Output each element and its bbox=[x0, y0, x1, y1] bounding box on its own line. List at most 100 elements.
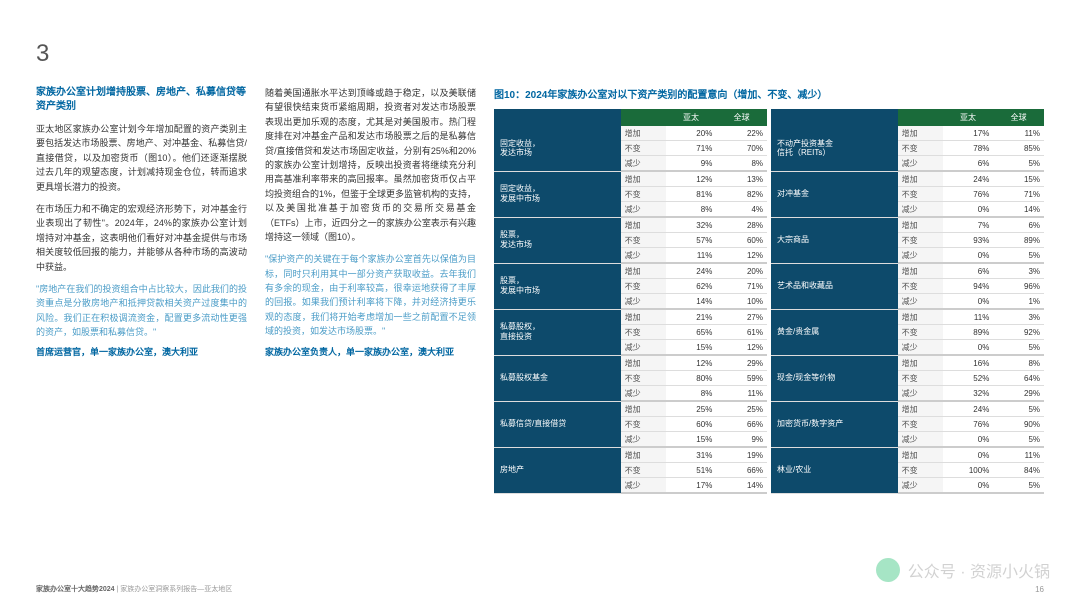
table-metric-label: 增加 bbox=[621, 355, 666, 371]
table-category: 私募股权基金 bbox=[494, 355, 621, 401]
table-value: 9% bbox=[716, 432, 767, 448]
table-metric-label: 不变 bbox=[898, 233, 943, 248]
table-metric-label: 不变 bbox=[621, 233, 666, 248]
table-value: 64% bbox=[993, 371, 1044, 386]
table-metric-label: 增加 bbox=[898, 401, 943, 417]
table-value: 28% bbox=[716, 217, 767, 233]
table-value: 1% bbox=[993, 294, 1044, 310]
table-metric-label: 减少 bbox=[898, 386, 943, 402]
table-value: 100% bbox=[943, 463, 994, 478]
table-value: 25% bbox=[716, 401, 767, 417]
table-value: 66% bbox=[716, 417, 767, 432]
watermark: 公众号 · 资源小火锅 bbox=[876, 558, 1050, 582]
table-header-blank2 bbox=[621, 109, 666, 126]
table-category: 大宗商品 bbox=[771, 217, 898, 263]
table-metric-label: 减少 bbox=[621, 386, 666, 402]
table-category: 固定收益，发达市场 bbox=[494, 126, 621, 171]
table-value: 90% bbox=[993, 417, 1044, 432]
column-2: 随着美国通胀水平达到顶峰或趋于稳定，以及美联储有望很快结束货币紧缩周期，投资者对… bbox=[265, 86, 476, 494]
table-header-apac: 亚太 bbox=[943, 109, 994, 126]
table-category: 私募股权，直接投资 bbox=[494, 309, 621, 355]
figure-title: 图10：2024年家族办公室对以下资产类别的配置意向（增加、不变、减少） bbox=[494, 86, 1044, 101]
table-value: 6% bbox=[943, 156, 994, 172]
footer: 家族办公室十大趋势2024 | 家族办公室洞察系列报告—亚太地区 bbox=[36, 584, 232, 594]
table-value: 66% bbox=[716, 463, 767, 478]
table-value: 71% bbox=[666, 141, 717, 156]
footer-bold: 家族办公室十大趋势2024 bbox=[36, 586, 115, 593]
column-1: 家族办公室计划增持股票、房地产、私募信贷等资产类别 亚太地区家族办公室计划今年增… bbox=[36, 86, 247, 494]
table-metric-label: 增加 bbox=[621, 217, 666, 233]
table-value: 17% bbox=[666, 478, 717, 494]
table-metric-label: 减少 bbox=[898, 340, 943, 356]
table-category: 不动产投资基金信托（REITs） bbox=[771, 126, 898, 171]
table-value: 59% bbox=[716, 371, 767, 386]
table-value: 94% bbox=[943, 279, 994, 294]
table-value: 5% bbox=[993, 248, 1044, 264]
table-category: 私募信贷/直接借贷 bbox=[494, 401, 621, 447]
table-value: 71% bbox=[993, 187, 1044, 202]
table-metric-label: 减少 bbox=[898, 294, 943, 310]
table-metric-label: 减少 bbox=[621, 478, 666, 494]
table-metric-label: 增加 bbox=[898, 217, 943, 233]
table-value: 93% bbox=[943, 233, 994, 248]
table-metric-label: 增加 bbox=[898, 309, 943, 325]
table-value: 0% bbox=[943, 432, 994, 448]
table-value: 25% bbox=[666, 401, 717, 417]
table-value: 57% bbox=[666, 233, 717, 248]
table-category: 对冲基金 bbox=[771, 171, 898, 217]
table-header-global: 全球 bbox=[716, 109, 767, 126]
table-metric-label: 减少 bbox=[621, 294, 666, 310]
pull-quote: "保护资产的关键在于每个家族办公室首先以保值为目标，同时只利用其中一部分资产获取… bbox=[265, 252, 476, 338]
page: 3 家族办公室计划增持股票、房地产、私募信贷等资产类别 亚太地区家族办公室计划今… bbox=[0, 0, 1080, 608]
table-metric-label: 增加 bbox=[898, 355, 943, 371]
table-value: 12% bbox=[666, 171, 717, 187]
table-metric-label: 减少 bbox=[621, 156, 666, 172]
pull-quote: "房地产在我们的投资组合中占比较大，因此我们的投资重点是分散房地产和抵押贷款相关… bbox=[36, 282, 247, 340]
table-metric-label: 增加 bbox=[621, 401, 666, 417]
table-metric-label: 减少 bbox=[898, 202, 943, 218]
page-number-bottom: 16 bbox=[1035, 585, 1044, 594]
table-header-blank2 bbox=[898, 109, 943, 126]
paragraph: 在市场压力和不确定的宏观经济形势下，对冲基金行业表现出了韧性"。2024年，24… bbox=[36, 202, 247, 274]
table-value: 13% bbox=[716, 171, 767, 187]
table-value: 89% bbox=[943, 325, 994, 340]
table-metric-label: 增加 bbox=[621, 171, 666, 187]
table-value: 6% bbox=[943, 263, 994, 279]
table-value: 11% bbox=[993, 126, 1044, 141]
table-value: 9% bbox=[666, 156, 717, 172]
table-value: 51% bbox=[666, 463, 717, 478]
table-value: 82% bbox=[716, 187, 767, 202]
table-value: 5% bbox=[993, 156, 1044, 172]
quote-author: 家族办公室负责人，单一家族办公室，澳大利亚 bbox=[265, 345, 476, 359]
table-value: 84% bbox=[993, 463, 1044, 478]
table-value: 70% bbox=[716, 141, 767, 156]
table-metric-label: 不变 bbox=[898, 187, 943, 202]
table-value: 12% bbox=[666, 355, 717, 371]
table-value: 81% bbox=[666, 187, 717, 202]
table-value: 7% bbox=[943, 217, 994, 233]
table-value: 6% bbox=[993, 217, 1044, 233]
table-metric-label: 减少 bbox=[898, 432, 943, 448]
content-row: 家族办公室计划增持股票、房地产、私募信贷等资产类别 亚太地区家族办公室计划今年增… bbox=[36, 86, 1044, 494]
table-value: 17% bbox=[943, 126, 994, 141]
table-category: 固定收益，发展中市场 bbox=[494, 171, 621, 217]
table-value: 4% bbox=[716, 202, 767, 218]
table-value: 14% bbox=[993, 202, 1044, 218]
table-value: 15% bbox=[666, 432, 717, 448]
table-value: 0% bbox=[943, 478, 994, 494]
table-category: 股票，发达市场 bbox=[494, 217, 621, 263]
table-value: 29% bbox=[993, 386, 1044, 402]
table-value: 5% bbox=[993, 340, 1044, 356]
table-value: 52% bbox=[943, 371, 994, 386]
table-metric-label: 不变 bbox=[621, 325, 666, 340]
table-value: 0% bbox=[943, 447, 994, 463]
table-metric-label: 增加 bbox=[621, 263, 666, 279]
page-number: 3 bbox=[36, 40, 1044, 68]
table-value: 10% bbox=[716, 294, 767, 310]
paragraph: 亚太地区家族办公室计划今年增加配置的资产类别主要包括发达市场股票、房地产、对冲基… bbox=[36, 122, 247, 194]
table-value: 89% bbox=[993, 233, 1044, 248]
table-metric-label: 不变 bbox=[621, 141, 666, 156]
table-value: 62% bbox=[666, 279, 717, 294]
table-value: 16% bbox=[943, 355, 994, 371]
table-value: 15% bbox=[666, 340, 717, 356]
